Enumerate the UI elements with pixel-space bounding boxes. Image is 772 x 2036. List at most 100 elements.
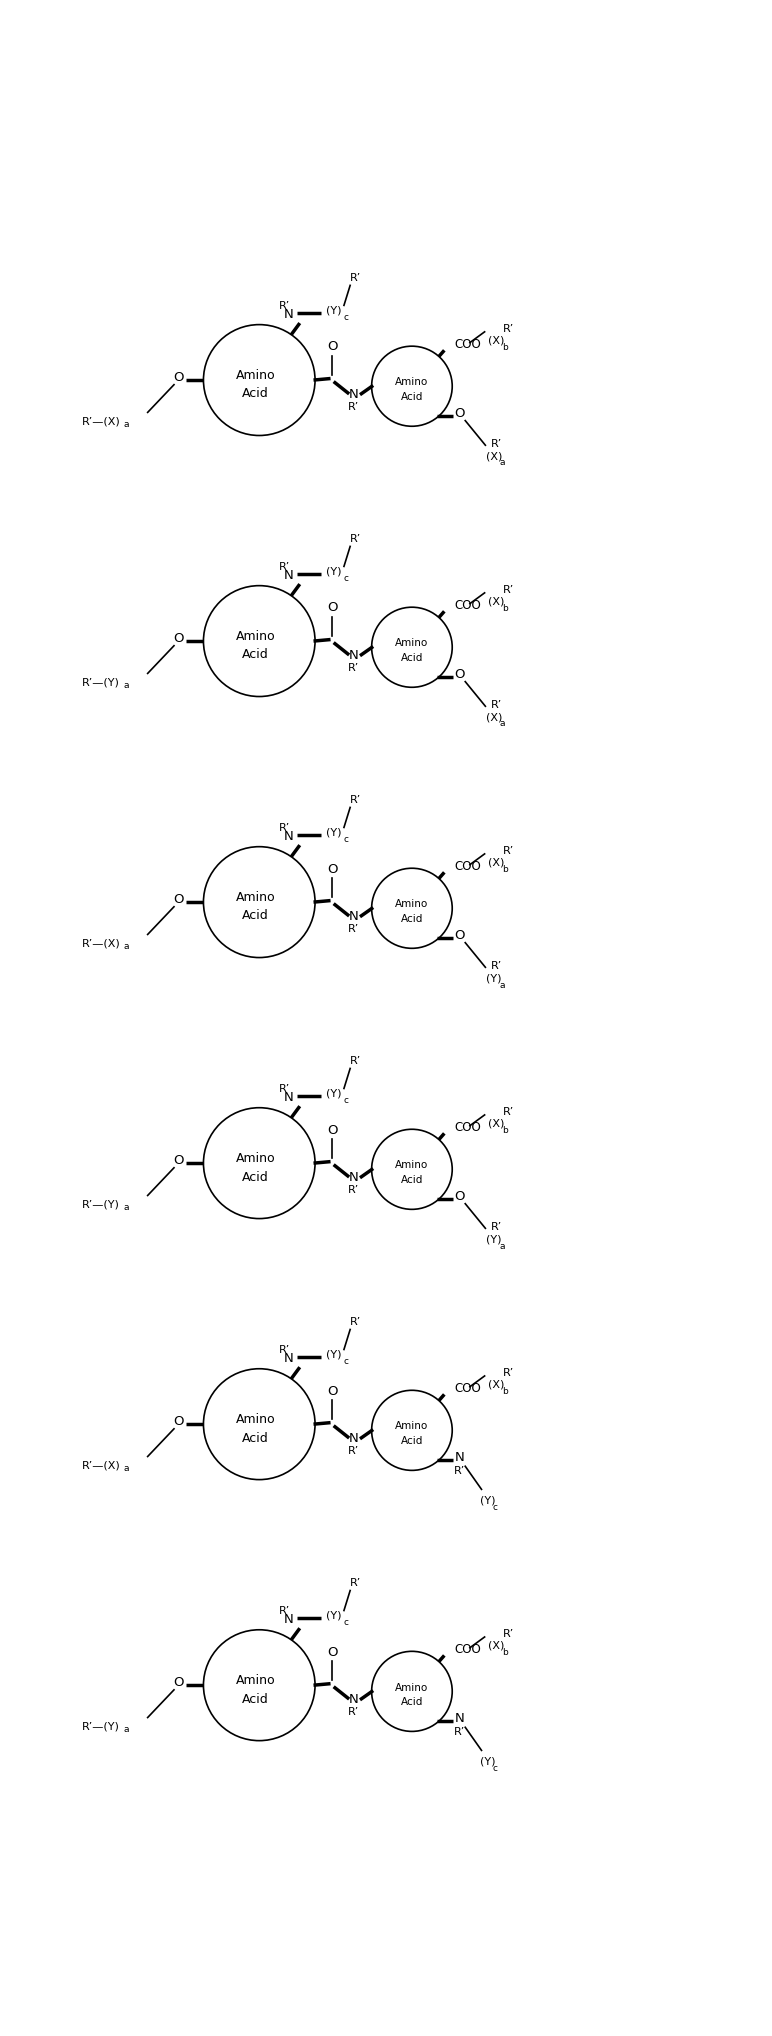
Text: N: N bbox=[455, 1452, 465, 1464]
Text: R’: R’ bbox=[279, 1606, 290, 1617]
Text: O: O bbox=[327, 1384, 337, 1397]
Text: R’: R’ bbox=[503, 1108, 514, 1118]
Text: O: O bbox=[174, 1154, 184, 1167]
Text: b: b bbox=[503, 1126, 508, 1134]
Text: N: N bbox=[349, 1694, 359, 1706]
Text: COO: COO bbox=[455, 1120, 481, 1134]
Text: a: a bbox=[499, 719, 505, 729]
Text: Acid: Acid bbox=[242, 387, 269, 401]
Text: (Y): (Y) bbox=[326, 1350, 342, 1360]
Text: R’—(X): R’—(X) bbox=[82, 417, 120, 428]
Text: COO: COO bbox=[455, 1382, 481, 1395]
Text: a: a bbox=[499, 981, 505, 989]
Text: R’: R’ bbox=[350, 533, 361, 544]
Text: (Y): (Y) bbox=[486, 1234, 502, 1244]
Text: O: O bbox=[174, 633, 184, 645]
Text: R’: R’ bbox=[491, 961, 502, 971]
Text: R’—(Y): R’—(Y) bbox=[82, 1199, 120, 1209]
Text: R’: R’ bbox=[491, 1222, 502, 1232]
Text: O: O bbox=[327, 863, 337, 875]
Text: N: N bbox=[284, 831, 294, 843]
Text: a: a bbox=[499, 458, 505, 468]
Text: c: c bbox=[344, 1358, 348, 1366]
Text: N: N bbox=[349, 649, 359, 662]
Text: a: a bbox=[124, 1464, 129, 1472]
Text: R’: R’ bbox=[348, 1446, 360, 1456]
Text: O: O bbox=[327, 601, 337, 615]
Text: Amino: Amino bbox=[395, 1682, 428, 1692]
Text: c: c bbox=[344, 1619, 348, 1627]
Text: N: N bbox=[284, 1613, 294, 1627]
Text: Acid: Acid bbox=[242, 1692, 269, 1706]
Text: a: a bbox=[124, 680, 129, 690]
Text: R’: R’ bbox=[348, 664, 360, 674]
Text: Acid: Acid bbox=[242, 1171, 269, 1183]
Text: COO: COO bbox=[455, 338, 481, 350]
Text: R’: R’ bbox=[279, 823, 290, 833]
Text: c: c bbox=[344, 1095, 348, 1106]
Text: b: b bbox=[503, 605, 508, 613]
Text: N: N bbox=[349, 1431, 359, 1446]
Text: Acid: Acid bbox=[401, 914, 423, 924]
Text: R’: R’ bbox=[503, 1368, 514, 1378]
Text: (X): (X) bbox=[489, 1118, 505, 1128]
Text: Acid: Acid bbox=[242, 1431, 269, 1444]
Text: (Y): (Y) bbox=[486, 973, 502, 983]
Text: R’: R’ bbox=[350, 1317, 361, 1327]
Text: R’: R’ bbox=[503, 845, 514, 855]
Text: R’: R’ bbox=[454, 1466, 466, 1476]
Text: (Y): (Y) bbox=[326, 1610, 342, 1621]
Text: O: O bbox=[174, 1676, 184, 1690]
Text: c: c bbox=[493, 1765, 497, 1773]
Text: b: b bbox=[503, 865, 508, 873]
Text: c: c bbox=[344, 574, 348, 582]
Text: Acid: Acid bbox=[401, 393, 423, 401]
Text: Amino: Amino bbox=[235, 629, 275, 643]
Text: c: c bbox=[493, 1503, 497, 1513]
Text: N: N bbox=[349, 389, 359, 401]
Text: Acid: Acid bbox=[242, 910, 269, 922]
Text: N: N bbox=[284, 570, 294, 582]
Text: Acid: Acid bbox=[401, 1435, 423, 1446]
Text: Amino: Amino bbox=[395, 377, 428, 387]
Text: R’: R’ bbox=[348, 1185, 360, 1195]
Text: (X): (X) bbox=[486, 713, 503, 723]
Text: (Y): (Y) bbox=[480, 1494, 496, 1505]
Text: O: O bbox=[174, 1415, 184, 1429]
Text: b: b bbox=[503, 1387, 508, 1397]
Text: Amino: Amino bbox=[395, 639, 428, 647]
Text: Acid: Acid bbox=[242, 647, 269, 662]
Text: N: N bbox=[284, 307, 294, 322]
Text: O: O bbox=[174, 894, 184, 906]
Text: (X): (X) bbox=[486, 452, 503, 460]
Text: (Y): (Y) bbox=[326, 566, 342, 576]
Text: COO: COO bbox=[455, 1643, 481, 1655]
Text: N: N bbox=[349, 1171, 359, 1185]
Text: (Y): (Y) bbox=[326, 1087, 342, 1097]
Text: R’: R’ bbox=[491, 700, 502, 711]
Text: a: a bbox=[124, 941, 129, 951]
Text: a: a bbox=[499, 1242, 505, 1250]
Text: Amino: Amino bbox=[235, 1413, 275, 1425]
Text: (X): (X) bbox=[489, 597, 505, 607]
Text: Amino: Amino bbox=[395, 900, 428, 910]
Text: c: c bbox=[344, 314, 348, 322]
Text: R’: R’ bbox=[279, 1346, 290, 1356]
Text: R’: R’ bbox=[279, 301, 290, 312]
Text: O: O bbox=[455, 1191, 465, 1203]
Text: R’—(X): R’—(X) bbox=[82, 939, 120, 949]
Text: O: O bbox=[327, 340, 337, 354]
Text: R’—(Y): R’—(Y) bbox=[82, 678, 120, 688]
Text: R’: R’ bbox=[350, 794, 361, 804]
Text: (Y): (Y) bbox=[326, 305, 342, 316]
Text: b: b bbox=[503, 1647, 508, 1657]
Text: (X): (X) bbox=[489, 1641, 505, 1651]
Text: R’—(X): R’—(X) bbox=[82, 1460, 120, 1470]
Text: COO: COO bbox=[455, 599, 481, 611]
Text: R’: R’ bbox=[348, 924, 360, 935]
Text: a: a bbox=[124, 1203, 129, 1211]
Text: R’: R’ bbox=[279, 1085, 290, 1093]
Text: Acid: Acid bbox=[401, 1698, 423, 1706]
Text: R’: R’ bbox=[350, 273, 361, 283]
Text: O: O bbox=[327, 1124, 337, 1136]
